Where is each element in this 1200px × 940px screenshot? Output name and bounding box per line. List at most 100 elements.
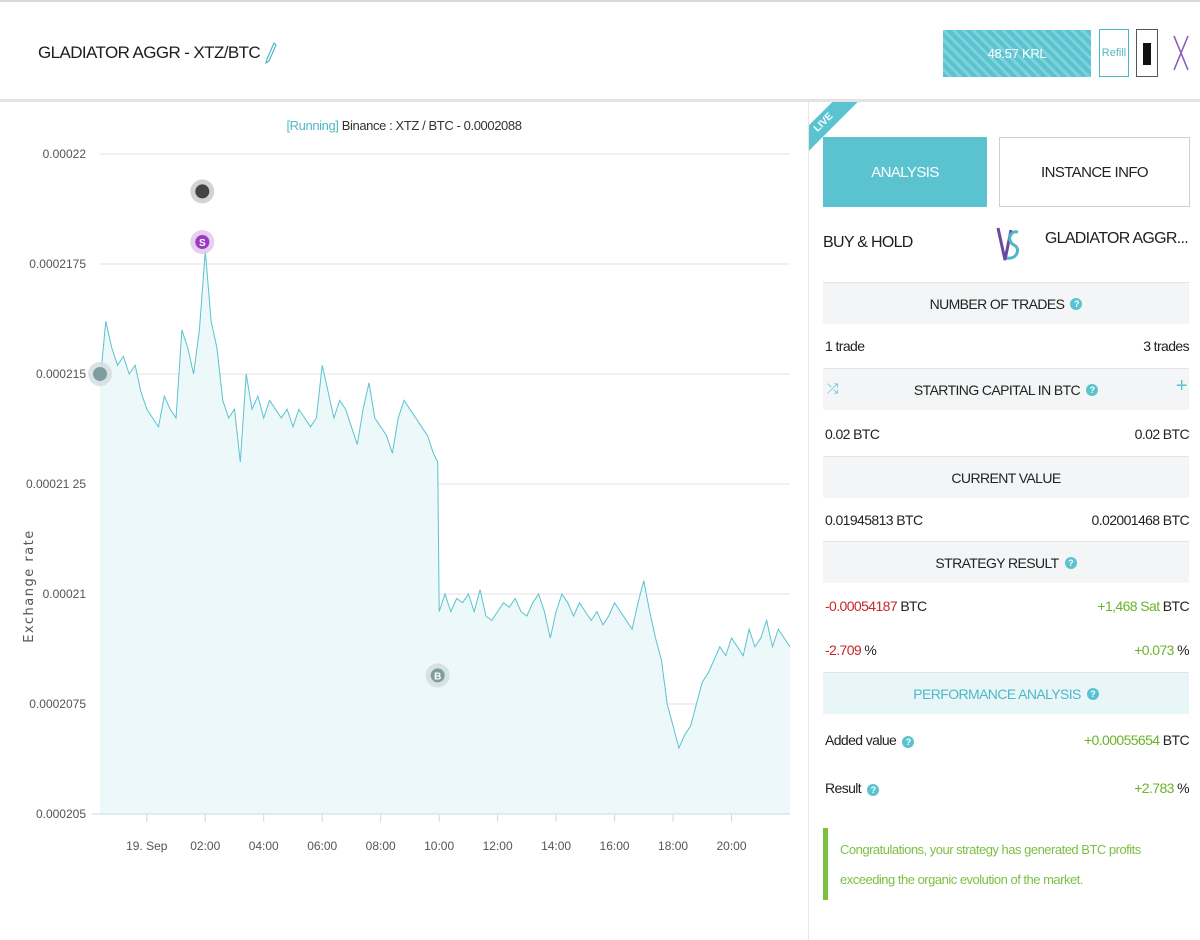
- added-value: +0.00055654 BTC: [1084, 732, 1190, 748]
- buy-hold-marker: [88, 362, 112, 386]
- dark-marker: [190, 179, 215, 204]
- marker-dot: [430, 668, 445, 683]
- marker-dot: [195, 235, 210, 249]
- x-tick-label: 20:00: [717, 839, 747, 853]
- result-label-wrap: Result?: [825, 780, 880, 796]
- x-tick-label: 02:00: [190, 839, 220, 853]
- y-axis-label: Exchange rate: [22, 529, 37, 643]
- result-pct-right-unit: %: [1173, 642, 1189, 658]
- performance-header: PERFORMANCE ANALYSIS ?: [823, 672, 1189, 714]
- shuffle-icon[interactable]: ⤮: [827, 380, 838, 396]
- price-chart[interactable]: 0.00022 0.0002175 0.000215 0.00021 25 0.0002…: [0, 102, 808, 940]
- result-row: Result? +2.783 %: [823, 766, 1190, 810]
- pencil-icon[interactable]: [265, 41, 277, 65]
- result-value-unit: %: [1173, 780, 1189, 796]
- strategy-result-header-label: STRATEGY RESULT: [935, 554, 1059, 571]
- vs-icon: [995, 224, 1021, 266]
- trades-row: 1 trade 3 trades: [823, 324, 1190, 368]
- comparison-header: BUY & HOLD GLADIATOR AGGR...: [823, 218, 1189, 278]
- result-value: +2.783 %: [1134, 780, 1189, 796]
- y-tick-label: 0.00021: [43, 587, 87, 601]
- help-icon[interactable]: ?: [867, 784, 880, 796]
- current-value-header-label: CURRENT VALUE: [951, 469, 1061, 486]
- congrats-message: Congratulations, your strategy has gener…: [823, 828, 1189, 900]
- bot-title: GLADIATOR AGGR - XTZ/BTC: [38, 41, 277, 65]
- balance-label: 48.57 KRL: [987, 46, 1047, 61]
- price-line: [99, 250, 791, 750]
- trade-markers: SB: [88, 179, 450, 688]
- tab-analysis[interactable]: ANALYSIS: [823, 137, 987, 207]
- added-value-label-wrap: Added value?: [825, 732, 915, 748]
- trades-header-label: NUMBER OF TRADES: [929, 295, 1065, 312]
- x-tick-label: 14:00: [541, 839, 571, 853]
- balance-button[interactable]: 48.57 KRL: [943, 30, 1091, 77]
- result-btc-left-unit: BTC: [897, 598, 927, 614]
- x-tick-label: 10:00: [424, 839, 454, 853]
- help-icon[interactable]: ?: [1086, 383, 1099, 396]
- capital-header-label: STARTING CAPITAL IN BTC: [913, 381, 1081, 398]
- x-tick-label: 16:00: [600, 839, 630, 853]
- plus-icon[interactable]: +: [1175, 375, 1188, 397]
- result-pct-left: -2.709 %: [825, 642, 877, 658]
- sell-marker: S: [190, 230, 215, 254]
- marker-label: S: [199, 238, 206, 249]
- help-icon[interactable]: ?: [902, 736, 915, 748]
- analysis-panel: LIVE ANALYSIS INSTANCE INFO BUY & HOLD G…: [808, 102, 1200, 940]
- buy-hold-label: BUY & HOLD: [823, 234, 913, 251]
- chart-status: [Running]: [286, 118, 339, 133]
- y-tick-label: 0.000205: [36, 807, 86, 821]
- y-tick-label: 0.0002175: [29, 257, 86, 271]
- current-left: 0.01945813 BTC: [825, 512, 923, 528]
- y-axis: 0.00022 0.0002175 0.000215 0.00021 25 0.0002…: [26, 147, 86, 821]
- result-pct-row: -2.709 % +0.073 %: [823, 628, 1190, 672]
- result-pct-left-value: -2.709: [825, 642, 862, 658]
- chart-area: 0.00022 0.0002175 0.000215 0.00021 25 0.0002…: [0, 102, 808, 940]
- trades-left: 1 trade: [825, 338, 865, 354]
- capital-row: 0.02 BTC 0.02 BTC: [823, 412, 1190, 456]
- result-pct-left-unit: %: [861, 642, 877, 658]
- current-value-header: CURRENT VALUE: [823, 456, 1189, 498]
- price-area: [100, 250, 790, 815]
- top-bar: GLADIATOR AGGR - XTZ/BTC 48.57 KRL Refil…: [0, 0, 1200, 102]
- capital-left: 0.02 BTC: [825, 426, 880, 442]
- added-value-unit: BTC: [1159, 732, 1190, 748]
- x-tick-label: 08:00: [366, 839, 396, 853]
- help-icon[interactable]: ?: [1086, 687, 1099, 700]
- current-value-row: 0.01945813 BTC 0.02001468 BTC: [823, 498, 1190, 542]
- marker-dot: [195, 184, 210, 199]
- y-tick-label: 0.0002075: [29, 697, 86, 711]
- bot-title-text: GLADIATOR AGGR - XTZ/BTC: [38, 43, 261, 62]
- x-tick-label: 18:00: [658, 839, 688, 853]
- result-pct-right-value: +0.073: [1134, 642, 1174, 658]
- trades-header: NUMBER OF TRADES ?: [823, 282, 1189, 324]
- x-axis: 19. Sep 02:00 04:00 06:00 08:00 10:00 12:00 14:…: [92, 813, 790, 853]
- result-btc-row: -0.00054187 BTC +1,468 Sat BTC: [823, 584, 1190, 628]
- result-btc-right-unit: BTC: [1159, 598, 1190, 614]
- y-tick-label: 0.000215: [36, 367, 86, 381]
- marker-dot: [93, 367, 107, 381]
- trades-right: 3 trades: [1143, 338, 1189, 354]
- result-btc-left-value: -0.00054187: [825, 598, 898, 614]
- strategy-label: GLADIATOR AGGR...: [1044, 230, 1189, 247]
- added-value-row: Added value? +0.00055654 BTC: [823, 718, 1190, 762]
- y-tick-label: 0.00022: [43, 147, 87, 161]
- buy-marker: B: [425, 663, 450, 688]
- x-tick-label: 04:00: [249, 839, 279, 853]
- mobile-icon[interactable]: [1136, 29, 1158, 77]
- performance-header-label: PERFORMANCE ANALYSIS: [913, 685, 1081, 702]
- capital-right: 0.02 BTC: [1134, 426, 1190, 442]
- x-tick-label: 12:00: [483, 839, 513, 853]
- chart-market: Binance : XTZ / BTC - 0.0002088: [338, 118, 522, 133]
- y-tick-label: 0.00021 25: [26, 477, 86, 491]
- result-pct-right: +0.073 %: [1134, 642, 1189, 658]
- result-value-number: +2.783: [1134, 780, 1174, 796]
- refill-button[interactable]: Refill: [1099, 29, 1129, 77]
- close-icon[interactable]: [1168, 28, 1194, 78]
- result-btc-right: +1,468 Sat BTC: [1097, 598, 1189, 614]
- result-btc-right-value: +1,468 Sat: [1097, 598, 1160, 614]
- tab-instance-info[interactable]: INSTANCE INFO: [999, 137, 1190, 207]
- marker-label: B: [434, 671, 441, 682]
- help-icon[interactable]: ?: [1064, 556, 1077, 569]
- help-icon[interactable]: ?: [1070, 297, 1083, 310]
- added-value-label: Added value: [825, 732, 897, 748]
